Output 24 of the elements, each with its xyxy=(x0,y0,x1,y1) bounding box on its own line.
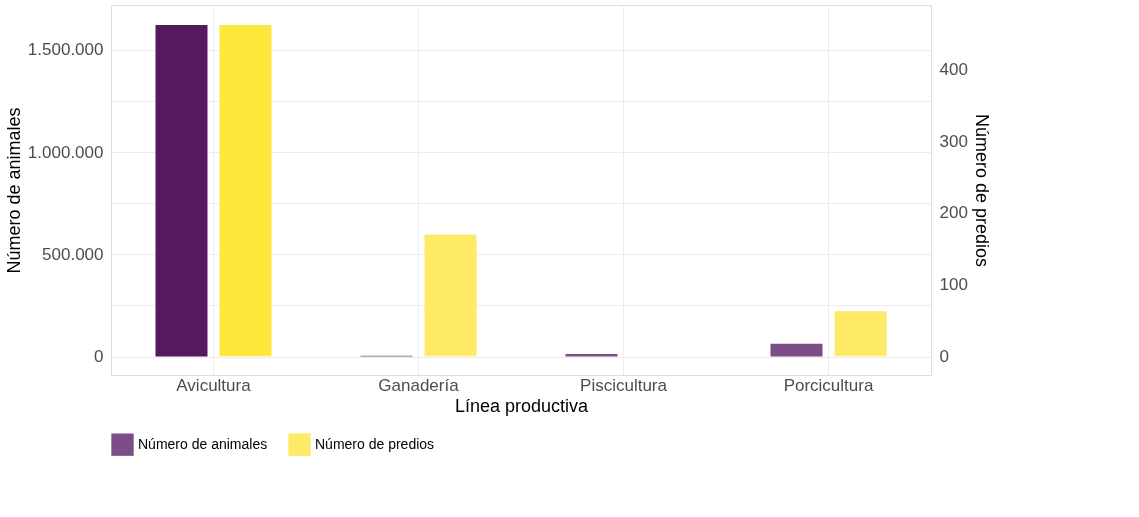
y2-tick-label: 400 xyxy=(939,60,968,80)
bar xyxy=(219,25,272,357)
legend-label: Número de predios xyxy=(315,435,435,452)
bar xyxy=(155,25,208,357)
y-tick-label: 1.000.000 xyxy=(27,142,104,162)
y2-tick-label: 100 xyxy=(939,275,968,295)
bar xyxy=(834,311,887,357)
y2-tick-label: 0 xyxy=(939,346,949,366)
y-tick-label: 1.500.000 xyxy=(27,40,104,60)
x-axis-title: Línea productiva xyxy=(454,395,590,416)
y2-tick-label: 200 xyxy=(939,203,968,223)
x-tick-label: Avicultura xyxy=(176,375,252,395)
bar xyxy=(424,234,477,357)
bar xyxy=(565,353,618,357)
y2-tick-label: 300 xyxy=(939,131,968,151)
y2-axis-title: Número de predios xyxy=(971,113,992,268)
y-axis-title: Número de animales xyxy=(3,107,24,274)
x-tick-label: Porcicultura xyxy=(783,375,874,395)
legend-label: Número de animales xyxy=(138,435,268,452)
x-tick-label: Piscicultura xyxy=(580,375,668,395)
y-tick-label: 0 xyxy=(94,347,104,367)
bar xyxy=(770,343,823,357)
y-tick-label: 500.000 xyxy=(42,244,104,264)
x-tick-label: Ganadería xyxy=(378,375,460,395)
